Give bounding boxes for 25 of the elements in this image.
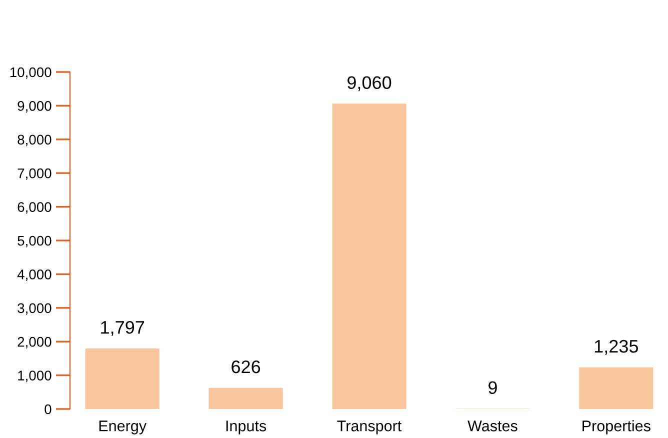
y-tick-label: 8,000 (18, 134, 52, 146)
x-tick-label: Properties (582, 420, 650, 434)
y-tick-label: 7,000 (18, 168, 52, 180)
x-tick-label: Inputs (226, 420, 266, 434)
y-tick-label: 6,000 (18, 202, 52, 214)
bar (208, 388, 283, 409)
data-label: 1,235 (594, 340, 638, 355)
data-label: 9 (488, 381, 497, 394)
y-tick-label: 3,000 (18, 303, 52, 315)
y-tick-label: 5,000 (18, 236, 52, 248)
y-tick-label: 9,000 (18, 101, 52, 113)
data-label: 1,797 (101, 320, 144, 336)
y-tick-label: 10,000 (10, 67, 52, 79)
bar (579, 367, 654, 409)
y-tick-label: 0 (44, 404, 52, 414)
data-label: 9,060 (348, 76, 392, 92)
data-label: 626 (232, 360, 260, 374)
y-tick-label: 4,000 (17, 270, 52, 282)
y-tick-label: 2,000 (18, 336, 52, 348)
bar (85, 348, 160, 409)
bar (332, 104, 406, 409)
y-tick-label: 1,000 (18, 370, 52, 382)
x-tick-label: Energy (99, 420, 147, 434)
x-tick-label: Wastes (468, 420, 518, 432)
x-tick-label: Transport (337, 420, 402, 434)
